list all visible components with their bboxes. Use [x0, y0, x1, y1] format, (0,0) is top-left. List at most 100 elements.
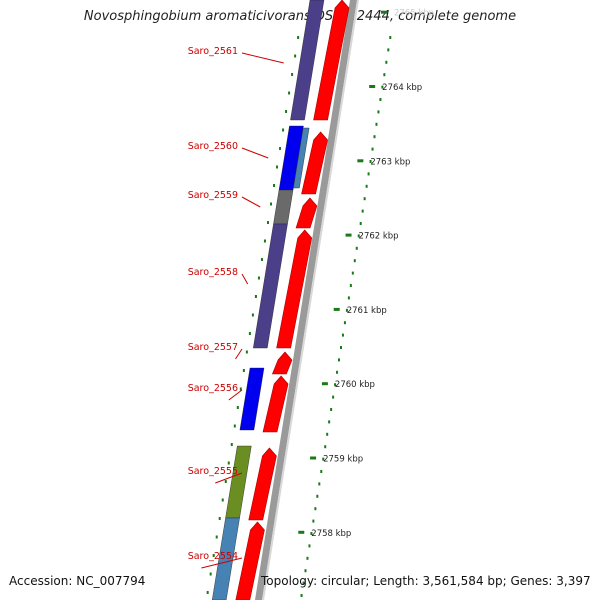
scale-tick-dot — [306, 556, 309, 560]
tick-dot — [221, 498, 224, 502]
feature-block — [293, 127, 310, 189]
forward-cds-arrow — [276, 229, 313, 349]
tick-dot — [215, 535, 218, 539]
feature-block — [211, 517, 240, 600]
scale-major-tick — [380, 10, 387, 14]
tick-dot — [257, 276, 260, 280]
gene-label: Saro_2558 — [188, 267, 238, 278]
tick-dot — [239, 387, 242, 391]
gene-leader-line — [201, 557, 243, 569]
scale-tick-dot — [379, 98, 382, 101]
scale-label: 2758 kbp — [311, 529, 351, 539]
scale-tick-dot — [371, 147, 374, 151]
tick-dot — [251, 313, 254, 317]
scale-tick-dot — [365, 184, 368, 188]
tick-dot — [269, 202, 272, 206]
scale-tick-dot — [304, 569, 307, 573]
genome-title: Novosphingobium aromaticivorans DSM 1244… — [83, 9, 517, 24]
scale-label: 2762 kbp — [359, 232, 399, 242]
scale-major-tick — [310, 456, 317, 460]
scale-tick-dot — [338, 358, 341, 362]
tick-dot — [218, 517, 221, 520]
scale-tick-dot — [367, 172, 370, 176]
scale-tick-dot — [385, 60, 388, 64]
scale-tick-dot — [316, 494, 319, 498]
scale-tick-dot — [328, 420, 331, 424]
scale-tick-dot — [387, 48, 390, 52]
feature-block — [239, 367, 265, 431]
scale-tick-dot — [353, 259, 356, 263]
scale-tick-dot — [375, 122, 378, 126]
scale-tick-dot — [363, 197, 366, 201]
scale-tick-dot — [322, 457, 325, 461]
tick-dot — [285, 110, 288, 113]
tick-dot — [260, 258, 263, 261]
tick-dot — [263, 239, 266, 243]
tick-dot — [242, 369, 245, 372]
scale-tick-dot — [361, 209, 364, 213]
feature-block — [225, 445, 252, 519]
tick-dot — [266, 221, 269, 224]
scale-label: 2764 kbp — [382, 83, 422, 93]
scale-tick-dot — [308, 544, 311, 548]
scale-tick-dot — [312, 519, 315, 523]
tick-dot — [248, 332, 251, 335]
tick-dot — [276, 165, 279, 169]
tick-dot — [206, 591, 209, 594]
scale-major-tick — [345, 233, 352, 237]
tick-dot — [288, 91, 291, 95]
reverse-strand-layer — [211, 0, 325, 600]
tick-dot — [279, 147, 282, 150]
scale-tick-dot — [383, 73, 386, 77]
forward-cds-arrow — [313, 0, 350, 121]
tick-dot — [294, 54, 297, 58]
tick-dot — [273, 184, 276, 187]
scale-tick-dot — [339, 346, 342, 349]
backbone-layer — [255, 0, 359, 600]
gene-label: Saro_2555 — [188, 466, 238, 477]
scale-tick-dot — [373, 135, 376, 139]
forward-cds-arrow — [262, 375, 289, 433]
accession-label: Accession: NC_007794 — [9, 574, 146, 588]
scale-major-tick — [321, 382, 328, 386]
scale-tick-dot — [324, 445, 327, 449]
feature-block — [290, 0, 325, 121]
gene-leader-line — [241, 196, 261, 208]
tick-dot — [282, 128, 285, 132]
scale-tick-dot — [334, 383, 337, 387]
forward-strand-layer — [235, 0, 350, 600]
gene-label: Saro_2560 — [188, 141, 238, 152]
scale-tick-dot — [318, 482, 321, 486]
gene-leader-line — [241, 52, 284, 64]
genome-summary: Topology: circular; Length: 3,561,584 bp… — [261, 574, 591, 588]
tick-dot — [230, 443, 233, 446]
tick-dot — [227, 461, 230, 465]
tick-dot — [224, 480, 227, 483]
gene-label: Saro_2557 — [188, 342, 238, 353]
gene-leader-line — [215, 472, 243, 484]
scale-tick-dot — [310, 532, 313, 535]
tick-dot — [254, 295, 257, 298]
backbone-band — [255, 0, 357, 600]
gene-label: Saro_2554 — [188, 551, 238, 562]
scale-tick-dot — [359, 222, 362, 225]
scale-tick-dot — [343, 321, 346, 325]
tick-dot — [245, 350, 248, 354]
scale-tick-dot — [347, 296, 350, 300]
scale-major-tick — [298, 530, 305, 534]
gene-leader-line — [241, 273, 249, 285]
forward-cds-arrow — [248, 447, 277, 521]
tick-dot — [212, 554, 215, 557]
forward-cds-arrow — [295, 197, 318, 229]
feature-block — [273, 189, 294, 225]
scale-label: 2765 kbp — [394, 9, 434, 19]
scale-tick-dot — [326, 432, 329, 436]
forward-cds-arrow — [271, 351, 293, 375]
scale-label: 2760 kbp — [335, 380, 375, 390]
scale-tick-dot — [357, 234, 360, 238]
gene-label: Saro_2559 — [188, 190, 238, 201]
scale-major-tick — [369, 85, 376, 88]
scale-tick-dot — [320, 470, 323, 473]
